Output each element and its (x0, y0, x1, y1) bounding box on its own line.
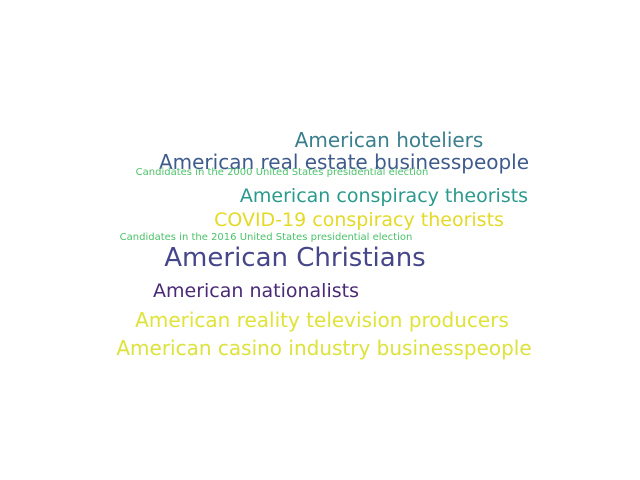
word-american-hoteliers: American hoteliers (294, 128, 484, 152)
word-american-reality-television-producers: American reality television producers (135, 308, 509, 332)
word-american-conspiracy-theorists: American conspiracy theorists (239, 185, 529, 207)
word-american-real-estate-businesspeople: American real estate businesspeople (158, 150, 530, 174)
word-american-nationalists: American nationalists (153, 280, 359, 302)
word-american-christians: American Christians (164, 243, 426, 273)
word-candidates-2000-election: Candidates in the 2000 United States pre… (135, 167, 429, 178)
word-american-casino-industry-businesspeople: American casino industry businesspeople (116, 336, 532, 360)
word-covid-19-conspiracy-theorists: COVID-19 conspiracy theorists (214, 209, 504, 231)
word-candidates-2016-election: Candidates in the 2016 United States pre… (119, 232, 413, 243)
